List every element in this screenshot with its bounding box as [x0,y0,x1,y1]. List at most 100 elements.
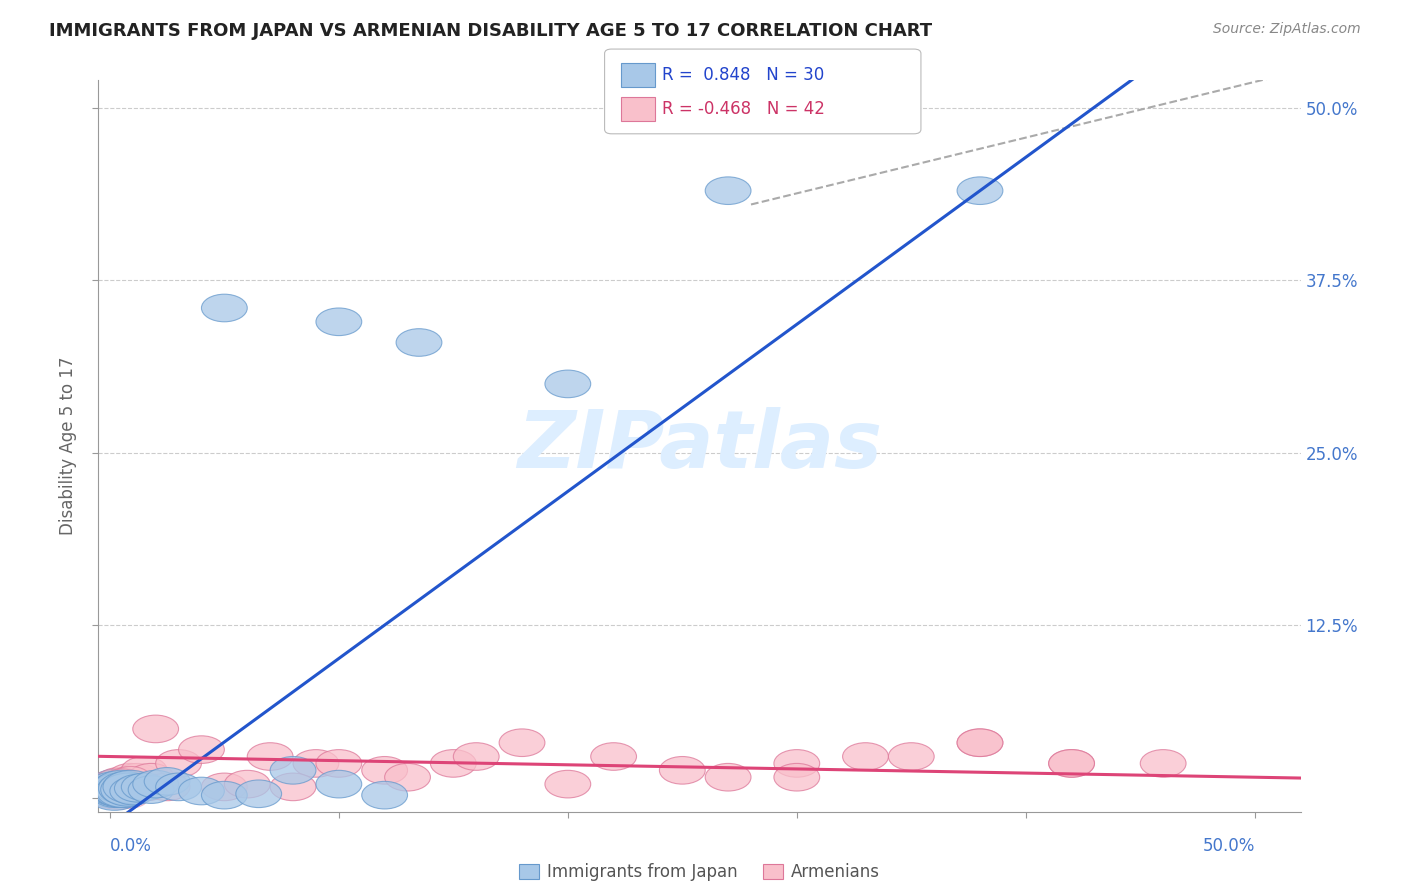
Circle shape [316,749,361,777]
Circle shape [84,774,139,807]
Circle shape [93,771,134,795]
Circle shape [236,780,281,807]
Circle shape [385,764,430,791]
Circle shape [201,781,247,809]
Circle shape [91,773,132,798]
Circle shape [121,773,167,801]
Circle shape [97,780,138,805]
Circle shape [546,771,591,798]
Circle shape [90,782,131,807]
Circle shape [396,328,441,356]
Circle shape [111,772,153,797]
Text: Source: ZipAtlas.com: Source: ZipAtlas.com [1213,22,1361,37]
Circle shape [546,370,591,398]
Circle shape [89,771,135,798]
Circle shape [773,749,820,777]
Circle shape [706,764,751,791]
Circle shape [89,773,145,806]
Circle shape [101,776,142,801]
Circle shape [117,773,163,801]
Circle shape [96,769,136,794]
Circle shape [107,775,148,800]
Circle shape [94,777,139,805]
Circle shape [94,781,136,806]
Circle shape [957,729,1002,756]
Circle shape [1049,749,1094,777]
Circle shape [98,775,139,800]
Circle shape [361,781,408,809]
Circle shape [93,771,135,796]
Circle shape [108,773,149,798]
Circle shape [430,749,477,777]
Circle shape [100,781,142,806]
Circle shape [104,769,145,794]
Y-axis label: Disability Age 5 to 17: Disability Age 5 to 17 [59,357,77,535]
Text: R = -0.468   N = 42: R = -0.468 N = 42 [662,100,825,118]
Circle shape [90,777,131,802]
Circle shape [201,773,247,801]
Circle shape [1140,749,1187,777]
Circle shape [101,773,156,806]
Circle shape [179,736,225,764]
Circle shape [91,780,134,805]
Circle shape [292,749,339,777]
Circle shape [101,769,142,794]
Circle shape [114,764,160,791]
Circle shape [270,773,316,801]
Circle shape [121,756,167,784]
Circle shape [89,774,145,807]
Circle shape [101,769,143,794]
Circle shape [87,777,142,810]
Circle shape [108,764,153,791]
Circle shape [103,772,143,797]
Text: IMMIGRANTS FROM JAPAN VS ARMENIAN DISABILITY AGE 5 TO 17 CORRELATION CHART: IMMIGRANTS FROM JAPAN VS ARMENIAN DISABI… [49,22,932,40]
Circle shape [316,771,361,798]
Circle shape [453,743,499,771]
Circle shape [103,767,149,795]
Text: ZIPatlas: ZIPatlas [517,407,882,485]
Circle shape [107,782,148,807]
Circle shape [957,177,1002,204]
Circle shape [103,771,157,804]
Circle shape [270,756,316,784]
Circle shape [90,784,131,808]
Circle shape [93,770,134,795]
Circle shape [659,756,706,784]
Legend: Immigrants from Japan, Armenians: Immigrants from Japan, Armenians [512,856,887,888]
Circle shape [96,774,150,807]
Circle shape [96,783,136,808]
Circle shape [108,774,149,799]
Circle shape [132,771,179,798]
Circle shape [132,715,179,743]
Circle shape [499,729,546,756]
Text: 0.0%: 0.0% [110,837,152,855]
Circle shape [111,766,152,791]
Circle shape [110,777,156,805]
Circle shape [225,771,270,798]
Circle shape [145,773,190,801]
Circle shape [128,776,174,804]
Circle shape [773,764,820,791]
Circle shape [110,766,150,791]
Circle shape [111,777,153,802]
Circle shape [156,773,201,801]
Circle shape [105,781,146,805]
Circle shape [94,774,149,807]
Circle shape [98,772,153,805]
Circle shape [128,764,174,791]
Circle shape [247,743,292,771]
Circle shape [97,783,139,808]
Circle shape [91,773,138,801]
Circle shape [957,729,1002,756]
Text: 50.0%: 50.0% [1202,837,1254,855]
Circle shape [87,772,142,805]
Circle shape [94,771,149,804]
Circle shape [1049,749,1094,777]
Circle shape [97,785,139,810]
Circle shape [114,774,160,802]
Circle shape [101,771,146,798]
Circle shape [889,743,934,771]
Circle shape [90,776,131,801]
Circle shape [94,782,136,807]
Circle shape [108,783,149,808]
